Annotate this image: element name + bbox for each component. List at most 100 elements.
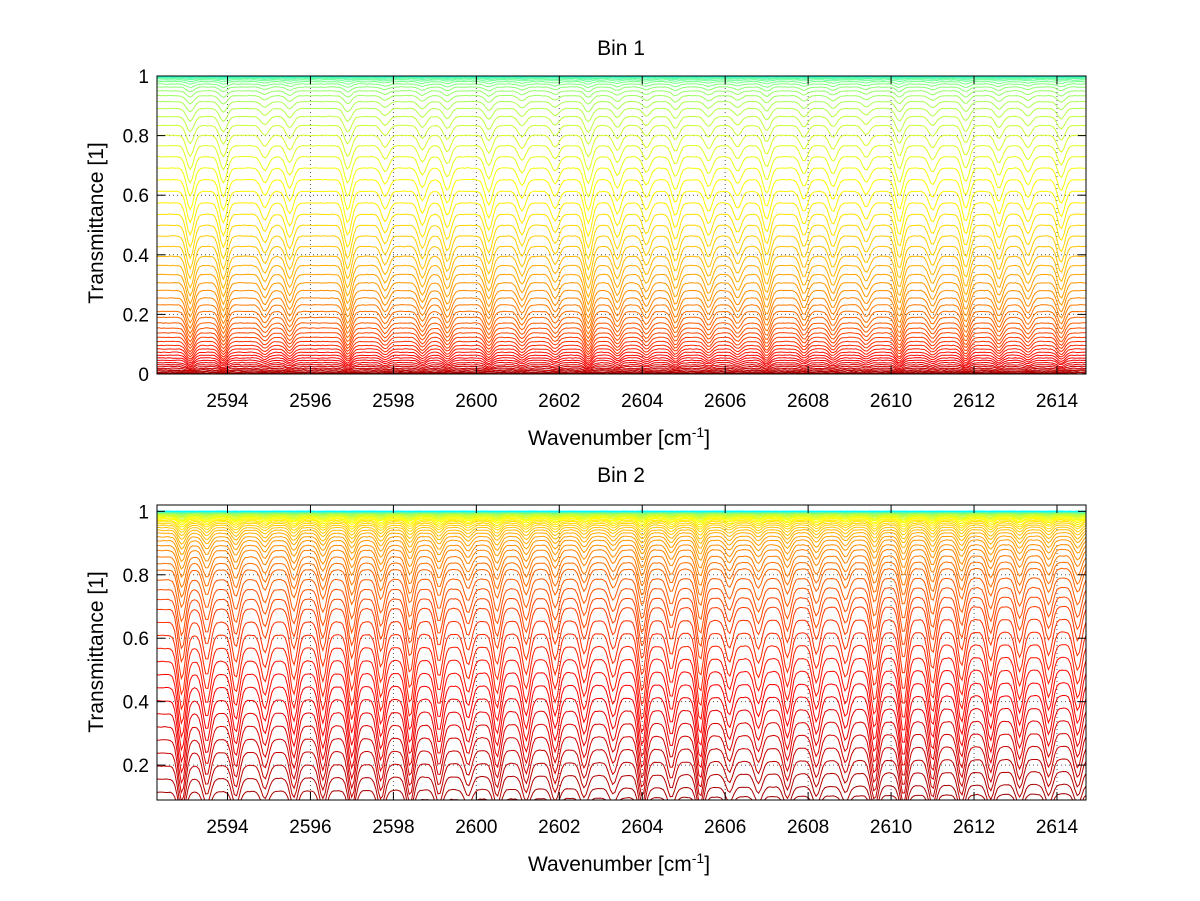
panel-2-series-line (157, 514, 1086, 519)
panel-1-series-line (157, 340, 1086, 356)
panel-2-series-line (157, 656, 1086, 726)
panel-2-series-line (157, 577, 1086, 623)
panel-1-series-line (157, 213, 1086, 250)
panel-2-xtick-label: 2610 (870, 817, 912, 838)
panel-1-series-line (157, 351, 1086, 362)
panel-2-series-line (157, 605, 1086, 664)
panel-1-series-line (157, 359, 1086, 367)
panel-1-series-line (157, 357, 1086, 366)
panel-2-series-line (309, 793, 1086, 800)
panel-1-series-line (157, 79, 1086, 83)
panel-2-series-line (157, 520, 1086, 531)
panel-1-series-line (157, 336, 1086, 353)
panel-2-series-line (157, 720, 1086, 785)
panel-2-series-line (157, 644, 1086, 711)
panel-1-xtick-label: 2606 (704, 391, 746, 412)
panel-1-ytick-label: 0.6 (123, 186, 149, 207)
panel-2-series-line (157, 548, 1086, 579)
panel-2-series-line (157, 783, 1086, 800)
panel-2-xtick-label: 2604 (621, 817, 664, 838)
panel-2-ytick-label: 0.2 (123, 756, 149, 777)
panel-2-series-line (157, 745, 1086, 800)
panel-2-xlabel: Wavenumber [cm-1] (528, 850, 710, 876)
panel-2-xtick-label: 2596 (289, 817, 331, 838)
panel-1-ytick-label: 1 (138, 67, 149, 88)
panel-1-series-line (157, 327, 1086, 347)
panel-2-series-line (157, 631, 1086, 696)
panel-2-title: Bin 2 (597, 464, 645, 487)
panel-1-series-line (157, 167, 1086, 198)
panel-2-series-line (157, 510, 1086, 513)
panel-1-series-line (157, 144, 1086, 172)
panel-2-series-line (157, 535, 1086, 556)
panel-1-xtick-label: 2596 (289, 391, 331, 412)
panel-1-series-line (157, 332, 1086, 350)
panel-1-series-line (157, 297, 1086, 325)
panel-1-series-line (157, 289, 1086, 320)
panel-1-xtick-label: 2602 (538, 391, 580, 412)
panel-2-series-line (157, 694, 1086, 764)
panel-2-ytick-label: 1 (138, 502, 149, 523)
panel-2-xtick-label: 2608 (787, 817, 829, 838)
panel-1-series-line (157, 76, 1086, 80)
panel-1-series-line (157, 107, 1086, 123)
panel-2-ytick-label: 0.4 (123, 693, 150, 714)
panel-1-xtick-label: 2600 (455, 391, 497, 412)
panel-1-series-line (157, 224, 1086, 261)
panel-1-series-line (157, 367, 1086, 372)
panel-2-xtick-label: 2602 (538, 817, 580, 838)
panel-1-series-line (157, 264, 1086, 299)
panel-1-series-line (157, 100, 1086, 113)
panel-1-series-line (157, 86, 1086, 93)
panel-1-axes-box (156, 75, 1087, 375)
panel-1-series-line (157, 90, 1086, 98)
panel-1-series-line (157, 361, 1086, 369)
panel-1-series-line (157, 83, 1086, 89)
panel-1-ytick-label: 0 (138, 365, 149, 386)
panel-1-xtick-label: 2598 (372, 391, 414, 412)
panel-1-ticks: 2594 2596 2598 2600 2602 2604 2606 2608 2610 2612… (123, 67, 1086, 412)
panel-2-series-line (157, 586, 1086, 637)
panel-2-series-line (157, 770, 1086, 800)
panel-2-series-line (157, 543, 1086, 570)
panel-2-ytick-label: 0.8 (123, 566, 149, 587)
panel-2-series-line (157, 524, 1086, 537)
panel-1-xtick-label: 2608 (787, 391, 829, 412)
panel-1-series-line (157, 304, 1086, 330)
panel-1-xtick-label: 2604 (621, 391, 664, 412)
panel-1-series-line (157, 115, 1086, 134)
panel-1-xtick-label: 2594 (206, 391, 249, 412)
panel-1-series-line (157, 190, 1086, 225)
panel-2-series-line (157, 539, 1086, 563)
panel-1-series-line (157, 371, 1086, 374)
panel-1-series-line (157, 80, 1086, 85)
panel-2-xtick-label: 2612 (953, 817, 995, 838)
panel-2-series-line (157, 518, 1086, 526)
panel-1-series-line (157, 178, 1086, 212)
panel-1-series-line (157, 255, 1086, 290)
panel-2-ylabel: Transmittance [1] (85, 571, 108, 732)
panel-1-series-line (157, 273, 1086, 306)
panel-2-xtick-label: 2614 (1036, 817, 1079, 838)
panel-2-series-line (157, 555, 1086, 589)
panel-1-xtick-label: 2612 (953, 391, 995, 412)
panel-1-xtick-label: 2614 (1036, 391, 1079, 412)
panel-2-series-line (157, 531, 1086, 550)
panel-bin-1: Bin 1 2594 2596 2598 2600 2602 2604 2606 2608 26… (85, 37, 1087, 450)
panel-1-series-line (157, 235, 1086, 271)
panel-1-ytick-label: 0.4 (123, 246, 150, 267)
panel-2-ticks: 2594 2596 2598 2600 2602 2604 2606 2608 2610 2612… (123, 502, 1086, 838)
panel-1-series-line (157, 77, 1086, 81)
panel-2-series-line (157, 517, 1086, 524)
panel-2-series-line (157, 618, 1086, 681)
panel-2-series-line (157, 733, 1086, 795)
panel-1-title: Bin 1 (597, 37, 645, 60)
panel-2-series-line (157, 707, 1086, 774)
panel-1-xlabel: Wavenumber [cm-1] (528, 424, 710, 450)
panel-2-xtick-label: 2598 (372, 817, 414, 838)
panel-2-series-line (157, 758, 1086, 800)
panel-bin-2: Bin 2 2594 2596 2598 2600 2602 2604 2606 2608 26… (85, 464, 1087, 876)
panel-2-series-line (157, 522, 1086, 533)
panel-1-series-line (157, 281, 1086, 313)
panel-2-series-line (157, 567, 1086, 609)
